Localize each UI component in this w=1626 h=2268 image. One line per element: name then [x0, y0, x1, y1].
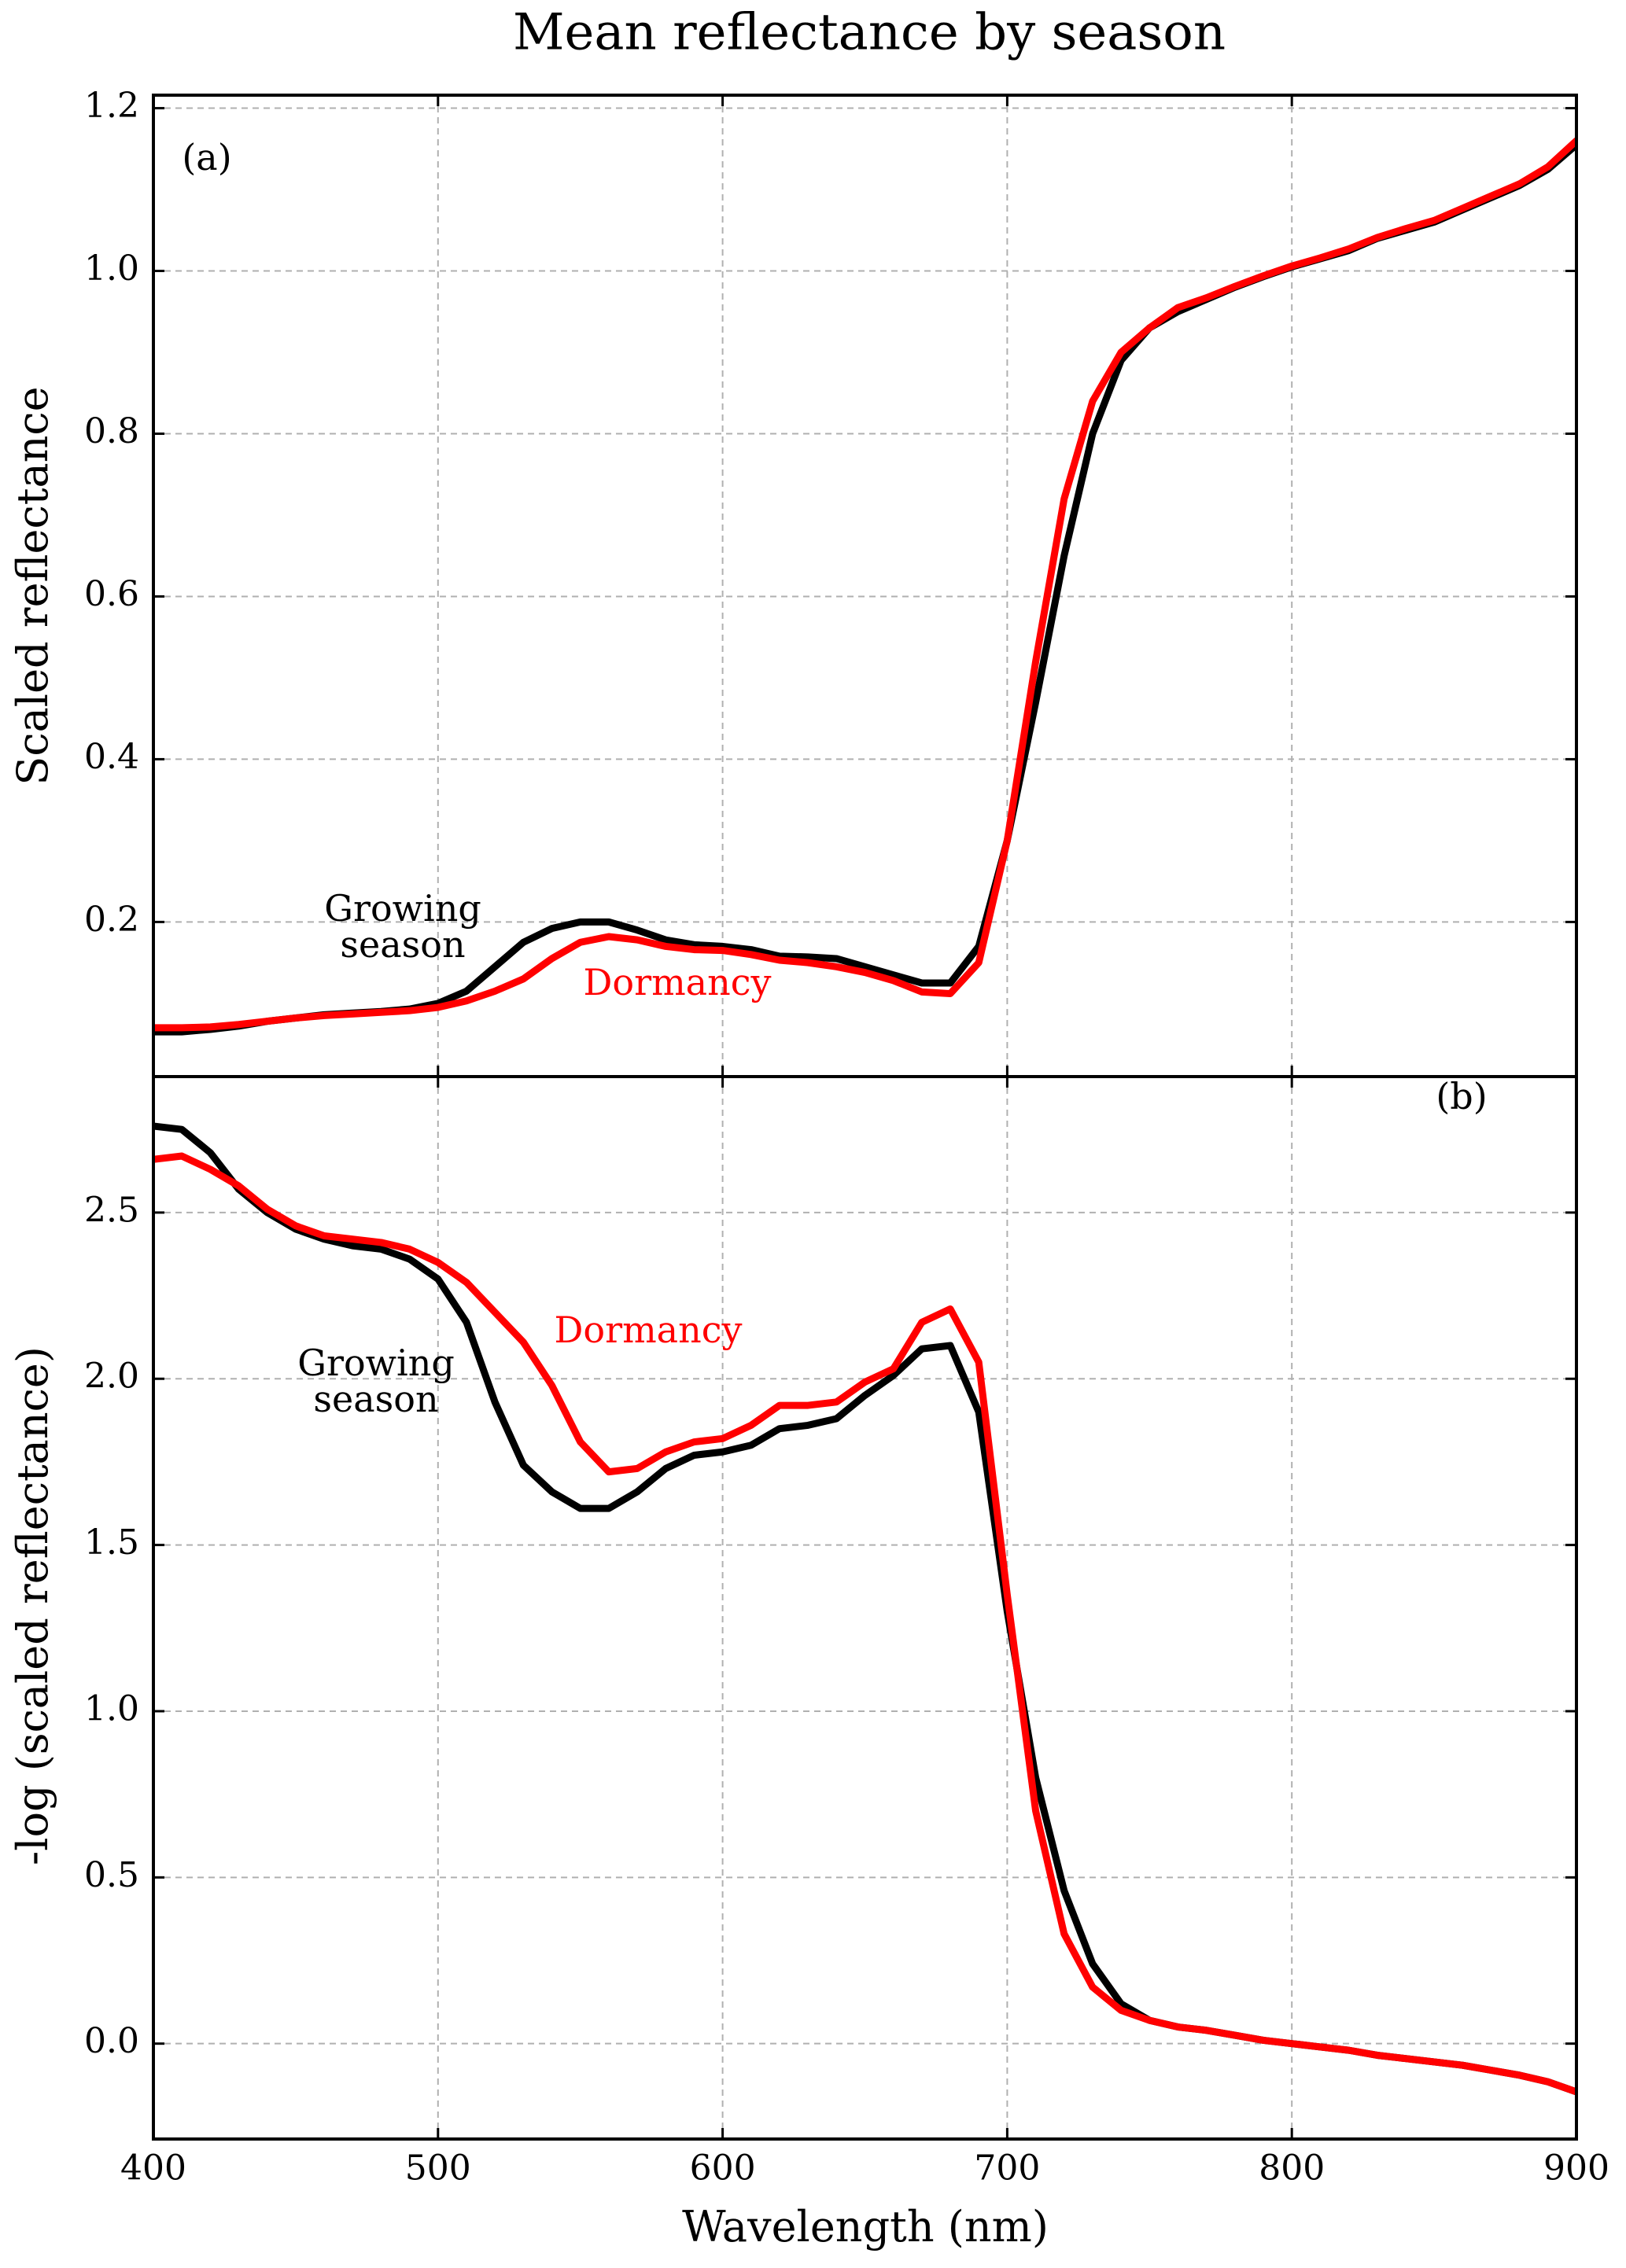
annotation: Dormancy [584, 961, 772, 1003]
annotation: (a) [182, 136, 231, 179]
x-tick-label: 500 [405, 2148, 471, 2189]
annotation: (b) [1436, 1075, 1487, 1117]
y-tick-label: 1.2 [84, 86, 139, 126]
series-line [153, 1152, 1576, 2096]
plot-area [153, 1122, 1576, 2096]
x-tick-label: 600 [690, 2148, 756, 2189]
y-tick-label: 0.4 [84, 737, 139, 777]
figure-title: Mean reflectance by season [513, 4, 1226, 62]
y-tick-label: 1.5 [84, 1522, 139, 1563]
annotation: season [340, 923, 465, 966]
x-tick-label: 900 [1543, 2148, 1609, 2189]
series-line [153, 137, 1576, 1032]
y-tick-label: 0.8 [84, 411, 139, 451]
y-tick-label: 1.0 [84, 249, 139, 289]
y-axis-label: Scaled reflectance [8, 386, 57, 785]
axes-frame [152, 1075, 1578, 2141]
plot-area [153, 137, 1576, 1036]
x-tick-label: 800 [1259, 2148, 1325, 2189]
series-line [153, 1122, 1576, 2096]
y-tick-label: 0.0 [84, 2021, 139, 2061]
x-tick-label: 400 [120, 2148, 186, 2189]
y-tick-label: 0.5 [84, 1855, 139, 1895]
annotation: Growing [297, 1342, 455, 1384]
annotation: Dormancy [555, 1309, 743, 1351]
y-tick-label: 2.5 [84, 1190, 139, 1230]
y-tick-label: 1.0 [84, 1688, 139, 1729]
annotation: Growing [324, 887, 481, 930]
y-tick-label: 0.2 [84, 900, 139, 940]
y-tick-label: 2.0 [84, 1357, 139, 1397]
x-tick-label: 700 [974, 2148, 1040, 2189]
y-axis-label: -log (scaled reflectance) [8, 1346, 57, 1865]
annotation: season [313, 1378, 438, 1420]
y-tick-label: 0.6 [84, 574, 139, 614]
x-axis-label: Wavelength (nm) [682, 2202, 1049, 2251]
